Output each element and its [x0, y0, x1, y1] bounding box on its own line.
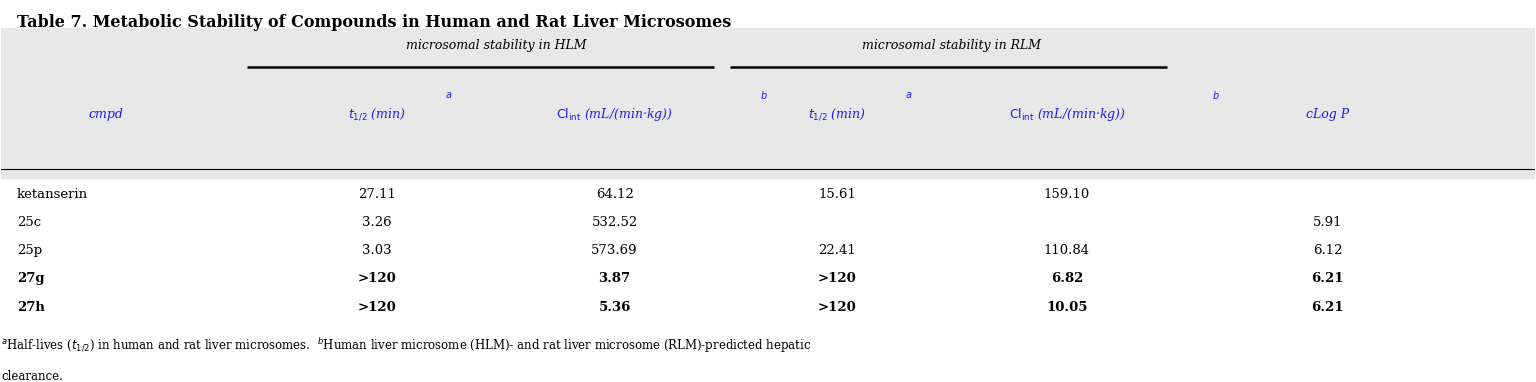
- Text: $b$: $b$: [759, 89, 768, 101]
- Text: 532.52: 532.52: [591, 216, 637, 229]
- Text: 110.84: 110.84: [1044, 244, 1091, 257]
- Text: $b$: $b$: [1212, 89, 1220, 101]
- Text: 22.41: 22.41: [819, 244, 856, 257]
- Text: clearance.: clearance.: [2, 370, 63, 382]
- Text: cLog P: cLog P: [1306, 108, 1349, 121]
- Text: 3.87: 3.87: [599, 272, 631, 285]
- Text: $a$: $a$: [905, 90, 912, 100]
- Text: 6.21: 6.21: [1312, 272, 1344, 285]
- Text: Table 7. Metabolic Stability of Compounds in Human and Rat Liver Microsomes: Table 7. Metabolic Stability of Compound…: [17, 14, 731, 31]
- Text: 5.36: 5.36: [599, 301, 631, 314]
- Text: >120: >120: [358, 272, 396, 285]
- Text: $t_{1/2}$ (min): $t_{1/2}$ (min): [808, 107, 866, 122]
- Text: >120: >120: [817, 301, 857, 314]
- Text: 27.11: 27.11: [358, 188, 396, 201]
- Text: $t_{1/2}$ (min): $t_{1/2}$ (min): [349, 107, 406, 122]
- Text: 27g: 27g: [17, 272, 45, 285]
- Text: $^a$Half-lives ($t_{1/2}$) in human and rat liver microsomes.  $^b$Human liver m: $^a$Half-lives ($t_{1/2}$) in human and …: [2, 337, 813, 355]
- Text: 64.12: 64.12: [596, 188, 634, 201]
- Text: 27h: 27h: [17, 301, 45, 314]
- Text: 6.21: 6.21: [1312, 301, 1344, 314]
- Text: 3.26: 3.26: [362, 216, 392, 229]
- Text: 15.61: 15.61: [819, 188, 856, 201]
- Text: 3.03: 3.03: [362, 244, 392, 257]
- Text: 25p: 25p: [17, 244, 41, 257]
- Text: $a$: $a$: [445, 90, 453, 100]
- Text: cmpd: cmpd: [88, 108, 123, 121]
- Text: 25c: 25c: [17, 216, 41, 229]
- Text: 573.69: 573.69: [591, 244, 637, 257]
- Text: microsomal stability in HLM: microsomal stability in HLM: [406, 39, 587, 52]
- Text: 6.12: 6.12: [1313, 244, 1342, 257]
- Text: $\mathrm{Cl_{int}}$ (mL/(min$\cdot$kg)): $\mathrm{Cl_{int}}$ (mL/(min$\cdot$kg)): [556, 106, 673, 123]
- Text: $\mathrm{Cl_{int}}$ (mL/(min$\cdot$kg)): $\mathrm{Cl_{int}}$ (mL/(min$\cdot$kg)): [1009, 106, 1126, 123]
- Text: 5.91: 5.91: [1313, 216, 1342, 229]
- Text: 6.82: 6.82: [1051, 272, 1083, 285]
- Text: >120: >120: [817, 272, 857, 285]
- Text: >120: >120: [358, 301, 396, 314]
- Bar: [2, 28, 1534, 178]
- Text: 159.10: 159.10: [1044, 188, 1091, 201]
- Text: microsomal stability in RLM: microsomal stability in RLM: [863, 39, 1041, 52]
- Text: 10.05: 10.05: [1046, 301, 1087, 314]
- Text: ketanserin: ketanserin: [17, 188, 88, 201]
